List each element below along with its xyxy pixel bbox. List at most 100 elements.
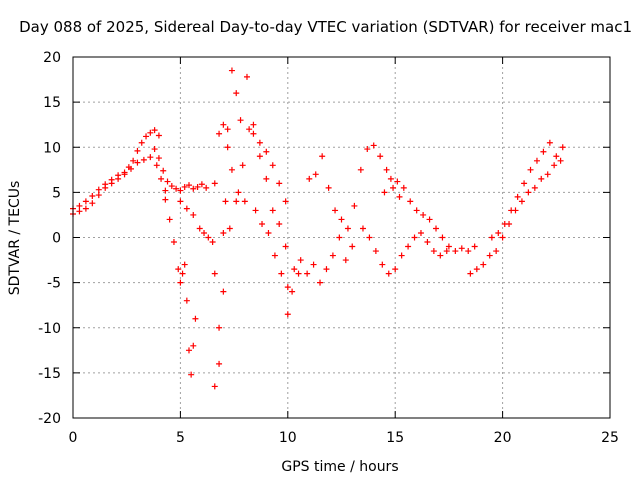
data-point bbox=[514, 193, 521, 200]
data-point bbox=[233, 90, 240, 97]
data-point bbox=[82, 205, 89, 212]
data-point bbox=[220, 121, 227, 128]
data-point bbox=[525, 189, 532, 196]
y-tick-label: -20 bbox=[38, 411, 61, 427]
data-point bbox=[377, 153, 384, 160]
data-point bbox=[173, 185, 180, 192]
data-point bbox=[211, 180, 218, 187]
plot-frame bbox=[72, 56, 611, 419]
data-point bbox=[471, 243, 478, 250]
data-point bbox=[201, 229, 208, 236]
data-point bbox=[203, 184, 210, 191]
data-point bbox=[387, 175, 394, 182]
data-point bbox=[115, 175, 122, 182]
data-point bbox=[209, 239, 216, 246]
x-tick-label: 15 bbox=[386, 430, 404, 446]
series-sat-track-6 bbox=[211, 73, 302, 390]
data-point bbox=[319, 153, 326, 160]
data-point bbox=[263, 175, 270, 182]
data-point bbox=[190, 211, 197, 218]
data-point bbox=[381, 189, 388, 196]
chart-title: Day 088 of 2025, Sidereal Day-to-day VTE… bbox=[19, 18, 632, 36]
x-tick-label: 5 bbox=[176, 430, 185, 446]
x-axis-label: GPS time / hours bbox=[281, 459, 398, 475]
data-point bbox=[488, 234, 495, 241]
data-point bbox=[181, 261, 188, 268]
data-point bbox=[155, 155, 162, 162]
data-point bbox=[205, 234, 212, 241]
y-tick-label: -15 bbox=[38, 366, 61, 382]
data-point bbox=[342, 257, 349, 264]
data-point bbox=[336, 234, 343, 241]
data-point bbox=[310, 261, 317, 268]
data-point bbox=[344, 225, 351, 232]
data-point bbox=[284, 311, 291, 318]
data-point bbox=[226, 225, 233, 232]
data-point bbox=[282, 243, 289, 250]
data-point bbox=[544, 171, 551, 178]
data-point bbox=[130, 157, 137, 164]
x-tick-label: 0 bbox=[69, 430, 78, 446]
data-point bbox=[295, 270, 302, 277]
data-point bbox=[553, 153, 560, 160]
data-point bbox=[486, 252, 493, 259]
data-point bbox=[508, 207, 515, 214]
data-point bbox=[250, 130, 257, 137]
data-point bbox=[147, 154, 154, 161]
data-point bbox=[433, 225, 440, 232]
data-point bbox=[332, 207, 339, 214]
data-point bbox=[121, 171, 128, 178]
data-point bbox=[480, 261, 487, 268]
data-point bbox=[198, 181, 205, 188]
data-point bbox=[134, 159, 141, 166]
data-point bbox=[138, 139, 145, 146]
data-point bbox=[164, 178, 171, 185]
data-point bbox=[170, 239, 177, 246]
data-point bbox=[437, 252, 444, 259]
data-point bbox=[370, 142, 377, 149]
data-point bbox=[445, 243, 452, 250]
data-point bbox=[289, 288, 296, 295]
series-sat-track-3 bbox=[151, 146, 210, 194]
data-point bbox=[390, 184, 397, 191]
data-point bbox=[183, 297, 190, 304]
data-point bbox=[329, 252, 336, 259]
x-tick-label: 10 bbox=[279, 430, 297, 446]
data-point bbox=[385, 270, 392, 277]
data-point bbox=[233, 198, 240, 205]
data-point bbox=[194, 183, 201, 190]
data-point bbox=[413, 207, 420, 214]
data-point bbox=[557, 157, 564, 164]
data-point bbox=[76, 202, 83, 209]
data-point bbox=[153, 162, 160, 169]
series-sat-track-1 bbox=[70, 127, 162, 212]
data-point bbox=[224, 144, 231, 151]
data-point bbox=[168, 183, 175, 190]
data-point bbox=[325, 184, 332, 191]
series-sat-track-11 bbox=[381, 175, 478, 255]
data-point bbox=[269, 207, 276, 214]
data-point bbox=[228, 166, 235, 173]
data-point bbox=[366, 234, 373, 241]
data-points bbox=[70, 67, 566, 390]
data-point bbox=[76, 208, 83, 215]
data-point bbox=[443, 248, 450, 255]
data-point bbox=[407, 198, 414, 205]
data-point bbox=[291, 266, 298, 273]
data-point bbox=[211, 383, 218, 390]
y-tick-label: 15 bbox=[43, 95, 61, 111]
data-point bbox=[278, 270, 285, 277]
data-point bbox=[143, 133, 150, 140]
data-point bbox=[424, 239, 431, 246]
y-tick-label: 0 bbox=[52, 231, 61, 247]
data-point bbox=[372, 248, 379, 255]
data-point bbox=[540, 148, 547, 155]
data-point bbox=[276, 220, 283, 227]
series-sat-track-7 bbox=[211, 121, 289, 205]
data-point bbox=[95, 192, 102, 199]
data-point bbox=[527, 166, 534, 173]
data-point bbox=[265, 229, 272, 236]
data-point bbox=[284, 284, 291, 291]
data-point bbox=[127, 165, 134, 172]
data-point bbox=[359, 225, 366, 232]
